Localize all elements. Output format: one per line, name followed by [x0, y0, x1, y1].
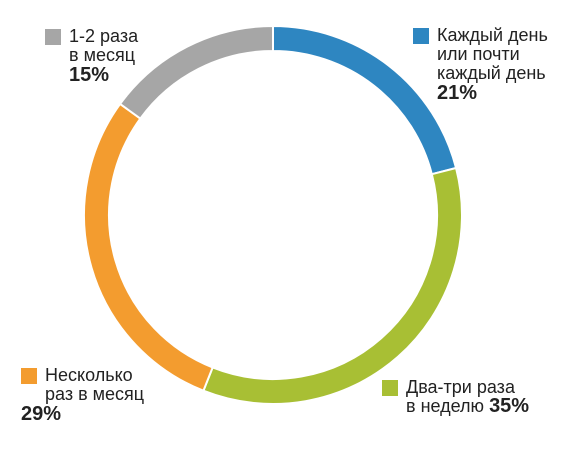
legend-swatch-weekly	[382, 380, 398, 396]
legend-label-daily-line3: каждый день	[437, 63, 546, 83]
legend-value-weekly: 35%	[489, 395, 530, 417]
legend-label-monthly-several-line1: Несколько	[45, 365, 133, 385]
legend-label-weekly-line1: Два-три раза	[406, 377, 515, 397]
legend-swatch-monthly-several	[21, 368, 37, 384]
legend-swatch-daily	[413, 28, 429, 44]
legend-item-weekly: Два-три раза в неделю 35%	[382, 378, 529, 416]
legend-value-monthly-several: 29%	[21, 403, 62, 425]
legend-swatch-monthly-once	[45, 29, 61, 45]
legend-label-daily-line1: Каждый день	[437, 25, 548, 45]
donut-slice-monthly-several	[83, 102, 214, 393]
legend-item-daily: Каждый день или почти каждый день 21%	[413, 26, 548, 104]
legend-label-weekly-line2: в неделю	[406, 396, 485, 416]
donut-slice-weekly	[202, 166, 463, 405]
legend-value-monthly-once: 15%	[69, 64, 110, 86]
legend-label-monthly-several-line2: раз в месяц	[45, 384, 145, 404]
legend-label-daily-line2: или почти	[437, 44, 520, 64]
donut-slice-monthly-once	[118, 24, 274, 120]
legend-label-monthly-once-line2: в месяц	[69, 45, 136, 65]
legend-label-monthly-once-line1: 1-2 раза	[69, 26, 139, 46]
legend-item-monthly-once: 1-2 раза в месяц 15%	[45, 27, 138, 86]
legend-item-monthly-several: Несколько раз в месяц 29%	[21, 366, 144, 425]
legend-value-daily: 21%	[437, 82, 478, 104]
